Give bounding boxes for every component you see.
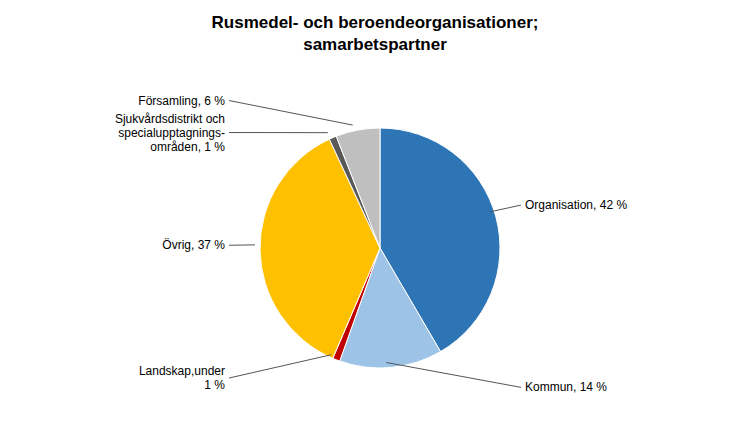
svg-text:Sjukvårdsdistrikt ochspecialup: Sjukvårdsdistrikt ochspecialupptagnings-… bbox=[115, 112, 225, 154]
svg-text:Övrig, 37 %: Övrig, 37 % bbox=[162, 238, 225, 252]
svg-text:Landskap,under1 %: Landskap,under1 % bbox=[139, 364, 225, 392]
svg-text:Organisation, 42 %: Organisation, 42 % bbox=[525, 198, 627, 212]
svg-text:Kommun, 14 %: Kommun, 14 % bbox=[525, 380, 607, 394]
svg-text:Församling, 6 %: Församling, 6 % bbox=[138, 94, 225, 108]
html-text:Rusmedel- och beroendeorganisa: Rusmedel- och beroendeorganisationer; sa… bbox=[211, 13, 539, 54]
